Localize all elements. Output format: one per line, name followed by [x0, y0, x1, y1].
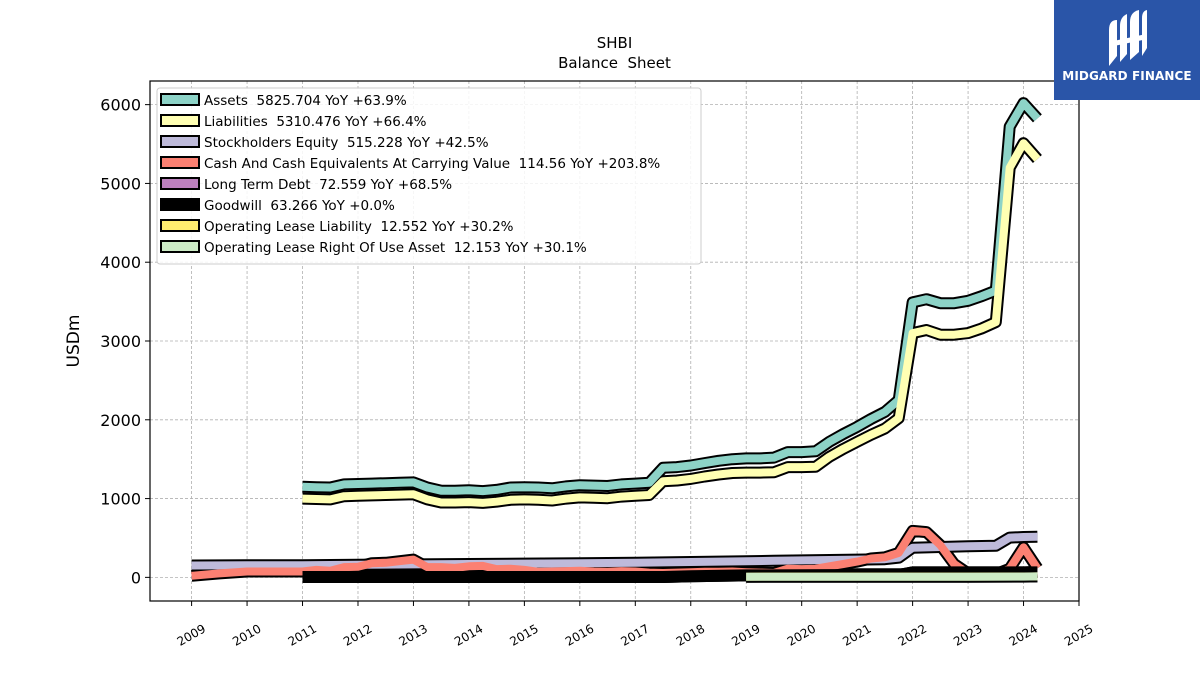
brand-logo: MIDGARD FINANCE — [1054, 0, 1200, 100]
y-tick-label: 2000 — [100, 411, 141, 430]
x-tick-label: 2019 — [729, 621, 762, 648]
chart-subtitle: Balance Sheet — [558, 54, 671, 72]
legend-swatch — [160, 93, 200, 106]
x-tick-label: 2021 — [840, 621, 873, 648]
legend: Assets 5825.704 YoY +63.9% Liabilities 53… — [156, 87, 702, 265]
x-tick-label: 2015 — [507, 621, 540, 648]
x-tick-label: 2011 — [286, 621, 319, 648]
x-tick-label: 2017 — [618, 621, 651, 648]
x-tick-label: 2018 — [674, 621, 707, 648]
legend-swatch — [160, 240, 200, 253]
x-tick-label: 2013 — [396, 621, 429, 648]
x-tick-label: 2022 — [896, 621, 929, 648]
x-tick-label: 2012 — [341, 621, 374, 648]
legend-label: Liabilities 5310.476 YoY +66.4% — [204, 114, 427, 130]
legend-label: Cash And Cash Equivalents At Carrying Va… — [204, 156, 660, 172]
series-line — [302, 139, 1041, 507]
series-line — [302, 99, 1041, 496]
x-tick-label: 2010 — [230, 621, 263, 648]
legend-label: Operating Lease Liability 12.552 YoY +30… — [204, 219, 514, 235]
y-tick-label: 0 — [131, 568, 141, 587]
legend-label: Goodwill 63.266 YoY +0.0% — [204, 198, 395, 214]
x-tick-label: 2020 — [785, 621, 818, 648]
y-tick-label: 6000 — [100, 96, 141, 115]
legend-label: Operating Lease Right Of Use Asset 12.15… — [204, 240, 587, 256]
legend-swatch — [160, 156, 200, 169]
y-tick-label: 5000 — [100, 174, 141, 193]
legend-swatch — [160, 198, 200, 211]
legend-swatch — [160, 177, 200, 190]
y-tick-label: 4000 — [100, 253, 141, 272]
legend-swatch — [160, 219, 200, 232]
series-lines — [191, 99, 1041, 583]
legend-box — [156, 87, 702, 265]
y-tick-label: 3000 — [100, 332, 141, 351]
y-axis-label: USDm — [64, 315, 84, 368]
x-tick-label: 2025 — [1062, 621, 1095, 648]
chart-title: SHBI — [597, 34, 633, 52]
legend-swatch — [160, 135, 200, 148]
brand-name: MIDGARD FINANCE — [1062, 69, 1192, 83]
legend-swatch — [160, 114, 200, 127]
x-tick-label: 2024 — [1007, 621, 1040, 648]
x-tick-label: 2009 — [175, 621, 208, 648]
legend-label: Assets 5825.704 YoY +63.9% — [204, 93, 407, 109]
y-tick-label: 1000 — [100, 490, 141, 509]
x-tick-label: 2014 — [452, 621, 485, 648]
x-tick-label: 2023 — [951, 621, 984, 648]
legend-label: Stockholders Equity 515.228 YoY +42.5% — [204, 135, 489, 151]
x-tick-label: 2016 — [563, 621, 596, 648]
legend-label: Long Term Debt 72.559 YoY +68.5% — [204, 177, 452, 193]
midgard-logo-icon — [1109, 10, 1147, 66]
